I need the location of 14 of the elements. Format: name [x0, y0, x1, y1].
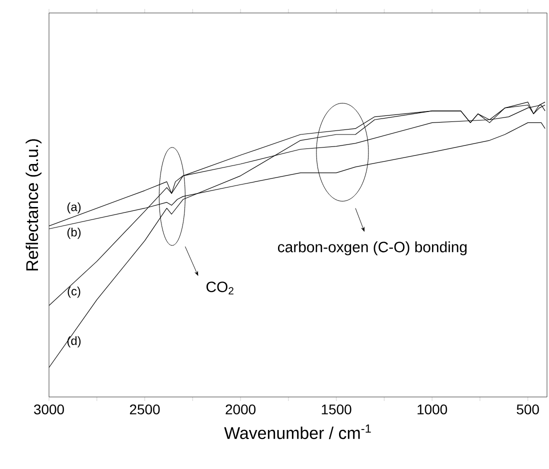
- series-label: (a): [67, 202, 81, 214]
- series-label: (b): [67, 228, 81, 239]
- x-tick-label: 1000: [418, 404, 448, 414]
- annotation: CO$_{2}$: [206, 282, 234, 294]
- x-tick-label: 1500: [322, 404, 352, 414]
- y-axis-title: Reflectance (a.u.): [26, 139, 42, 270]
- x-tick-label: 2500: [130, 404, 160, 414]
- x-tick-label: 500: [516, 404, 539, 414]
- x-tick-label: 3000: [34, 404, 64, 414]
- annotation: carbon-oxgen (C-O) bonding: [278, 241, 467, 256]
- series-label: (c): [68, 286, 80, 298]
- x-tick-label: 2000: [226, 404, 256, 414]
- series-label: (d): [67, 336, 81, 348]
- x-axis-title: Wavenumber / cm$^{-1}$: [224, 424, 371, 440]
